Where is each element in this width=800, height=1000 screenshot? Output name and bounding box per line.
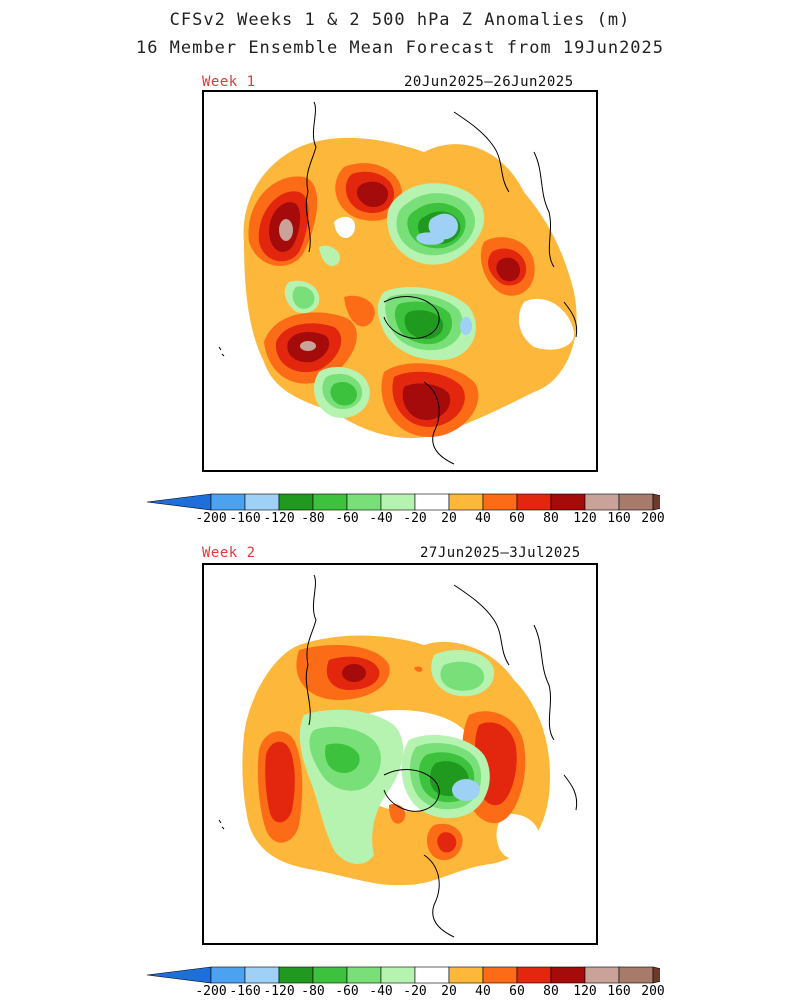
colorbar-swatch (278, 966, 314, 984)
colorbar-tick-label: -80 (301, 511, 325, 526)
colorbar-week-1: -200 -160 -120 -80 -60 -40 -20 20 40 60 80 120 160 20… (140, 493, 690, 527)
page-subtitle: 16 Member Ensemble Mean Forecast from 19… (135, 38, 665, 58)
colorbar-swatch (482, 493, 518, 511)
colorbar-swatch (618, 493, 654, 511)
colorbar-tick-label: -120 (263, 511, 295, 526)
colorbar-right-arrow (652, 493, 690, 511)
week-1-anomaly-map (202, 90, 598, 472)
colorbar-swatch (346, 966, 382, 984)
colorbar-swatch (380, 966, 416, 984)
colorbar-swatch (278, 493, 314, 511)
colorbar-tick-label: -160 (229, 511, 261, 526)
colorbar-swatch (448, 966, 484, 984)
colorbar-week-2-labels: -200 -160 -120 -80 -60 -40 -20 20 40 60 80 120 160 20… (140, 984, 664, 999)
colorbar-left-arrow (146, 966, 212, 984)
colorbar-swatch (516, 966, 552, 984)
colorbar-swatch (346, 493, 382, 511)
colorbar-swatch (414, 493, 450, 511)
colorbar-week-2-scale (146, 966, 690, 984)
colorbar-tick-label: 80 (543, 984, 559, 999)
colorbar-tick-label: -160 (229, 984, 261, 999)
colorbar-swatch (210, 493, 246, 511)
colorbar-swatch (584, 493, 620, 511)
colorbar-swatch (448, 493, 484, 511)
colorbar-tick-label: 40 (475, 984, 491, 999)
week-1-label: Week 1 (202, 74, 256, 90)
colorbar-swatch (414, 966, 450, 984)
colorbar-tick-label: 160 (607, 984, 631, 999)
colorbar-swatch (380, 493, 416, 511)
week-1-date-range: 20Jun2025—26Jun2025 (404, 74, 574, 90)
page-title: CFSv2 Weeks 1 & 2 500 hPa Z Anomalies (m… (169, 10, 631, 30)
colorbar-week-1-labels: -200 -160 -120 -80 -60 -40 -20 20 40 60 80 120 160 20… (140, 511, 664, 526)
colorbar-tick-label: 20 (441, 511, 457, 526)
colorbar-swatch (516, 493, 552, 511)
colorbar-tick-label: 40 (475, 511, 491, 526)
colorbar-tick-label: -200 (195, 984, 227, 999)
week-2-label: Week 2 (202, 545, 256, 561)
colorbar-tick-label: 200 (641, 984, 665, 999)
colorbar-tick-label: -20 (403, 984, 427, 999)
colorbar-tick-label: -20 (403, 511, 427, 526)
colorbar-tick-label: -60 (335, 984, 359, 999)
colorbar-week-2: -200 -160 -120 -80 -60 -40 -20 20 40 60 80 120 160 20… (140, 966, 690, 1000)
colorbar-swatch (312, 493, 348, 511)
colorbar-swatch (244, 493, 280, 511)
colorbar-tick-label: 120 (573, 511, 597, 526)
colorbar-tick-label: -200 (195, 511, 227, 526)
colorbar-left-arrow (146, 493, 212, 511)
colorbar-tick-label: 60 (509, 984, 525, 999)
colorbar-right-arrow (652, 966, 690, 984)
colorbar-tick-label: -80 (301, 984, 325, 999)
colorbar-tick-label: 120 (573, 984, 597, 999)
colorbar-swatch (550, 493, 586, 511)
colorbar-tick-label: 20 (441, 984, 457, 999)
week-2-date-range: 27Jun2025—3Jul2025 (420, 545, 581, 561)
colorbar-tick-label: -60 (335, 511, 359, 526)
colorbar-swatch (210, 966, 246, 984)
colorbar-swatch (584, 966, 620, 984)
colorbar-tick-label: -40 (369, 511, 393, 526)
colorbar-swatch (550, 966, 586, 984)
colorbar-tick-label: 160 (607, 511, 631, 526)
colorbar-week-1-scale (146, 493, 690, 511)
colorbar-swatch (618, 966, 654, 984)
colorbar-swatch (244, 966, 280, 984)
colorbar-tick-label: 200 (641, 511, 665, 526)
colorbar-swatch (482, 966, 518, 984)
colorbar-tick-label: -40 (369, 984, 393, 999)
colorbar-swatch (312, 966, 348, 984)
week-2-anomaly-map (202, 563, 598, 945)
colorbar-tick-label: -120 (263, 984, 295, 999)
colorbar-tick-label: 60 (509, 511, 525, 526)
colorbar-tick-label: 80 (543, 511, 559, 526)
